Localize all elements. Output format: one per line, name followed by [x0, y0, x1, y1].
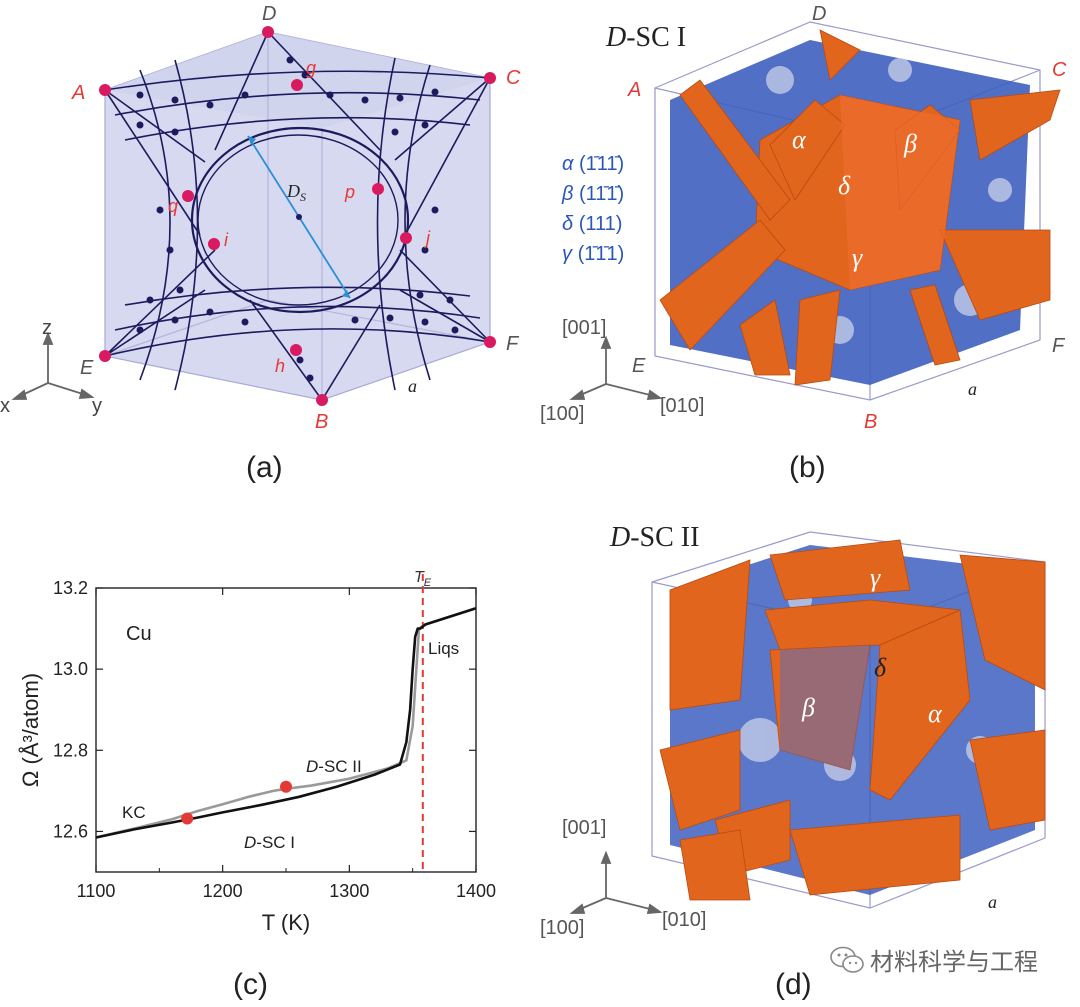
lattice-grid: [104, 31, 491, 401]
data-marker: [280, 780, 292, 793]
series-line-d-sc-ii: [95, 607, 477, 839]
face-label-alpha: α: [792, 125, 807, 154]
lattice-nodes: [136, 56, 459, 382]
axes-triad: [569, 850, 663, 915]
vertex-label-d: D: [262, 3, 276, 25]
y-axis-label: Ω (Å³/atom): [18, 673, 43, 787]
edge-label-a: a: [408, 376, 417, 396]
caption-a: (a): [246, 451, 283, 484]
dsc2-label: D-SC II: [306, 757, 362, 776]
chart-markers: [181, 780, 292, 825]
point-label-g: g: [306, 58, 316, 78]
kc-label: KC: [122, 803, 146, 822]
panel-a-lattice-diagram: DS A D C E B F g q i p j h a z x y: [0, 3, 521, 433]
plane-legend-delta: δ (111): [562, 213, 622, 235]
x-tick-label: 1100: [77, 881, 116, 901]
wechat-icon: [830, 946, 864, 973]
vertex-label-f: F: [1052, 335, 1066, 357]
panel-b-title: D-SC I: [605, 22, 686, 53]
face-label-delta: δ: [874, 653, 887, 682]
edge-label-a: a: [968, 379, 977, 399]
watermark: 材料科学与工程: [830, 942, 1038, 977]
x-tick-label: 1200: [203, 881, 243, 901]
caption-c: (c): [233, 968, 268, 1001]
axis-y-label: y: [92, 395, 102, 417]
liq-label: Liqs: [428, 639, 459, 658]
pore-ring: [190, 126, 410, 314]
y-tick-label: 12.6: [53, 821, 88, 841]
point-label-h: h: [275, 356, 285, 376]
dsc1-label: D-SC I: [244, 833, 295, 852]
axis-z-label: [001]: [562, 817, 606, 839]
face-label-alpha: α: [928, 699, 943, 728]
vertex-label-e: E: [80, 357, 94, 379]
axis-y-label: [010]: [660, 395, 704, 417]
axis-z-label: [001]: [562, 317, 606, 339]
point-label-i: i: [224, 230, 229, 250]
vertex-label-b: B: [864, 411, 877, 433]
plane-legend-alpha: α (1̄11̄): [562, 153, 624, 175]
plane-legend: α (1̄11̄) β (11̄1̄) δ (111) γ (1̄1̄1): [561, 153, 624, 265]
axis-x-label: [100]: [540, 403, 584, 425]
caption-d: (d): [775, 968, 812, 1001]
caption-b: (b): [789, 451, 826, 484]
vertex-label-f: F: [506, 333, 520, 355]
axes-triad: [569, 335, 663, 401]
y-tick-label: 13.0: [53, 659, 88, 679]
y-tick-label: 12.8: [53, 740, 88, 760]
ds-label: DS: [286, 181, 306, 204]
watermark-text: 材料科学与工程: [870, 948, 1038, 976]
face-label-beta: β: [903, 129, 917, 158]
point-label-p: p: [344, 182, 355, 202]
y-tick-label: 13.2: [53, 578, 88, 598]
face-label-beta: β: [801, 693, 815, 722]
x-tick-label: 1400: [456, 881, 496, 901]
panel-d-dsc2-structure: D-SC II γ δ β α a [001] [100] [010]: [540, 522, 1046, 939]
te-label: TE: [414, 569, 432, 589]
vertex-label-c: C: [506, 67, 521, 89]
axis-x-label: x: [0, 395, 10, 417]
point-label-q: q: [168, 196, 178, 216]
face-label-gamma: γ: [870, 563, 881, 592]
data-marker: [181, 812, 194, 825]
x-tick-label: 1300: [329, 881, 369, 901]
series-line-d-sc-i: [95, 607, 477, 839]
face-label-gamma: γ: [852, 243, 863, 272]
vertex-label-b: B: [315, 411, 328, 433]
chart-axes: 1100 1200 1300 1400 12.6 12.8 13.0 13.2 T (K) Ω (…: [18, 574, 496, 935]
plane-legend-gamma: γ (1̄1̄1): [562, 243, 624, 265]
vertex-label-e: E: [632, 355, 646, 377]
plane-legend-beta: β (11̄1̄): [561, 183, 624, 205]
chart-series: [95, 607, 477, 839]
point-label-j: j: [423, 228, 431, 248]
vertex-markers: [99, 26, 496, 406]
material-label: Cu: [126, 623, 152, 645]
vertex-label-a: A: [71, 82, 85, 104]
axis-y-label: [010]: [662, 909, 706, 931]
vertex-label-d: D: [812, 3, 826, 25]
panel-d-title: D-SC II: [609, 522, 699, 553]
panel-b-dsc1-structure: D-SC I α β δ γ α (1̄11̄) β (11̄1̄) δ (11…: [540, 3, 1067, 433]
face-label-delta: δ: [838, 171, 851, 200]
edge-label-a: a: [988, 892, 997, 912]
x-axis-label: T (K): [262, 910, 310, 935]
axis-z-label: z: [42, 317, 52, 339]
vertex-label-a: A: [627, 79, 641, 101]
axis-x-label: [100]: [540, 917, 584, 939]
vertex-label-c: C: [1052, 59, 1067, 81]
orange-planes: [659, 539, 1046, 901]
axes-triad: [11, 331, 95, 400]
panel-c-volume-chart: TE 1100 1200 1300 1400 12.6 12.8 13.0 13.2 T (K)…: [18, 569, 496, 935]
